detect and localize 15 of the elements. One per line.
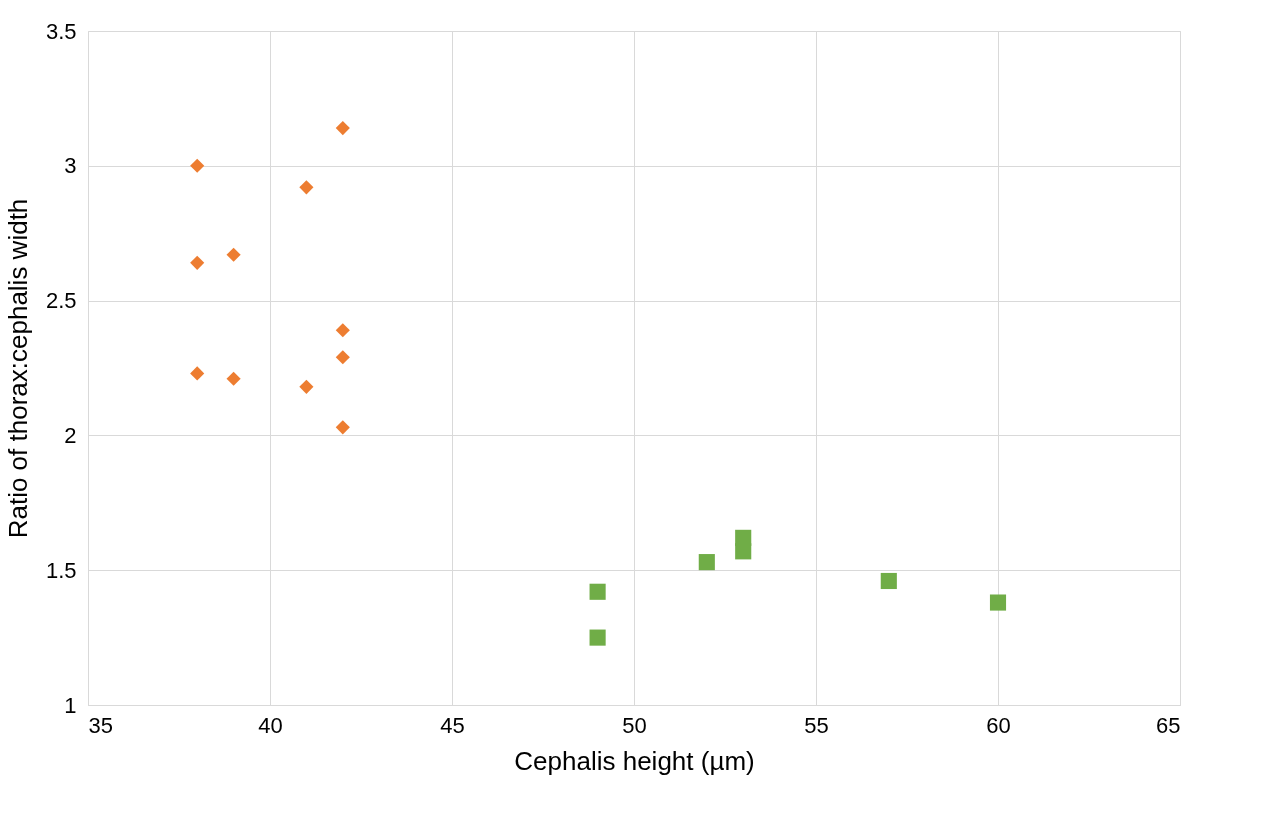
y-axis-title: Ratio of thorax:cephalis width: [2, 198, 33, 539]
x-tick-label: 65: [1156, 712, 1181, 738]
y-tick-label: 3.5: [45, 18, 77, 44]
y-tick-label: 3: [64, 153, 77, 179]
x-tick-label: 50: [622, 712, 647, 738]
y-tick-label: 1.5: [45, 557, 77, 583]
x-tick-label: 45: [440, 712, 465, 738]
x-tick-label: 60: [986, 712, 1011, 738]
x-tick-label: 35: [88, 712, 113, 738]
x-tick-label: 40: [258, 712, 283, 738]
x-axis-title: Cephalis height (µm): [514, 745, 755, 776]
y-tick-label: 2.5: [45, 288, 77, 314]
y-tick-label: 1: [64, 692, 77, 718]
x-tick-label: 55: [804, 712, 829, 738]
y-tick-label: 2: [64, 422, 77, 448]
